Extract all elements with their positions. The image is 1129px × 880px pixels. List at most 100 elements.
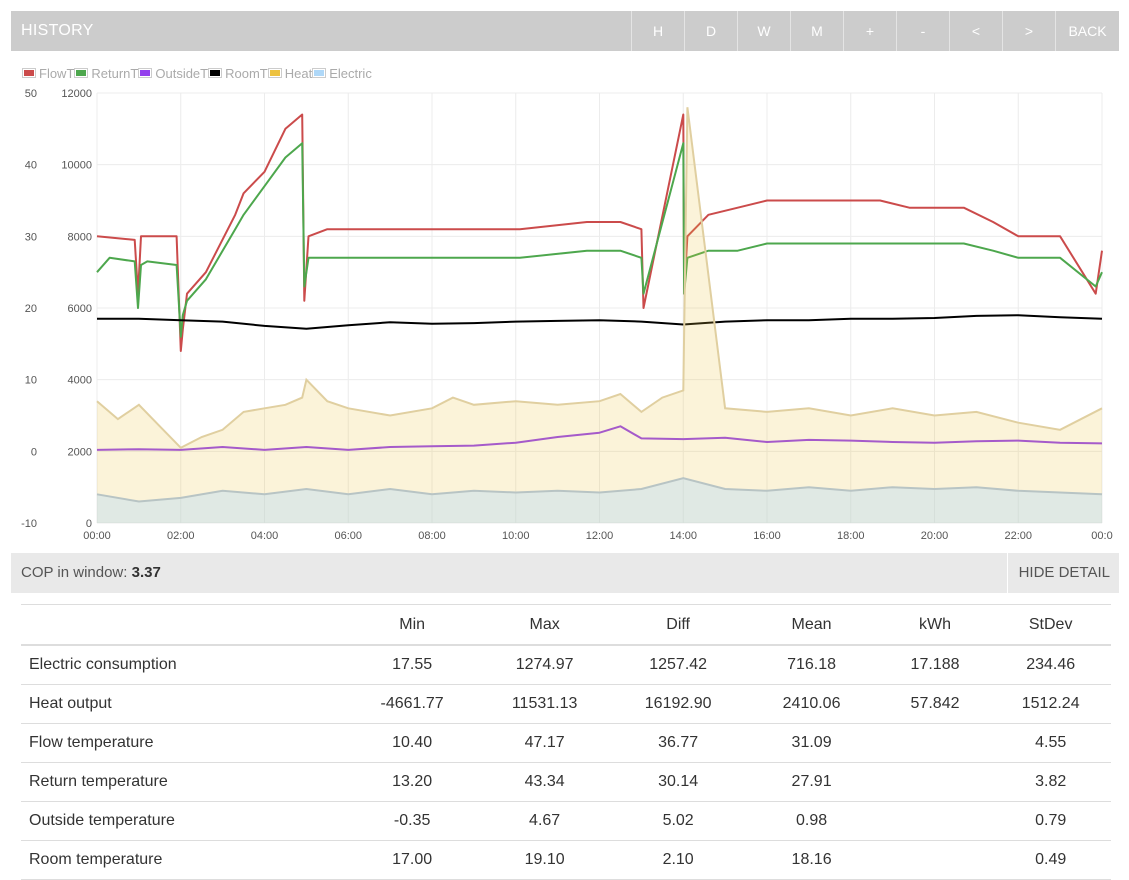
row-label: Return temperature xyxy=(21,762,348,802)
pan-right-button[interactable]: > xyxy=(1002,11,1055,51)
table-cell xyxy=(879,840,991,880)
x-tick-label: 08:00 xyxy=(418,530,446,542)
y-right-tick-label: 12000 xyxy=(61,88,92,100)
legend-item-electric[interactable]: Electric xyxy=(312,66,372,81)
zoom-in-button[interactable]: + xyxy=(843,11,896,51)
y-right-tick-label: 10000 xyxy=(61,160,92,172)
legend-label: ReturnT xyxy=(91,65,139,81)
table-cell: 4.55 xyxy=(990,723,1111,763)
hour-button[interactable]: H xyxy=(631,11,684,51)
x-tick-label: 02:00 xyxy=(167,530,195,542)
table-cell: 18.16 xyxy=(743,840,880,880)
table-cell: 2.10 xyxy=(612,840,744,880)
legend-label: Heat xyxy=(284,65,313,81)
table-row: Flow temperature 10.40 47.17 36.77 31.09 4.55 xyxy=(21,723,1111,763)
column-header-min: Min xyxy=(347,604,477,646)
y-left-tick-label: 30 xyxy=(25,231,37,243)
x-tick-label: 12:00 xyxy=(586,530,614,542)
legend-item-heat[interactable]: Heat xyxy=(267,65,313,81)
table-cell: 43.34 xyxy=(476,762,613,802)
table-cell: 13.20 xyxy=(347,762,477,802)
legend-swatch xyxy=(138,68,153,78)
history-chart[interactable]: 50 40 30 20 10 0 -10 12000 10000 8000 6000 4000 2000… xyxy=(11,85,1119,547)
month-button[interactable]: M xyxy=(790,11,843,51)
table-cell: 1512.24 xyxy=(990,684,1111,724)
y-right-tick-label: 2000 xyxy=(68,446,92,458)
pan-left-button[interactable]: < xyxy=(949,11,1002,51)
table-cell: 10.40 xyxy=(347,723,477,763)
y-right-tick-label: 0 xyxy=(86,518,92,530)
y-right-tick-label: 6000 xyxy=(68,303,92,315)
table-cell: 17.188 xyxy=(879,645,991,685)
y-left-tick-label: 10 xyxy=(25,375,37,387)
table-cell: 4.67 xyxy=(476,801,613,841)
table-cell: 1274.97 xyxy=(476,645,613,685)
table-cell xyxy=(879,723,991,763)
y-left-tick-label: 0 xyxy=(31,446,37,458)
hide-detail-button[interactable]: HIDE DETAIL xyxy=(1006,553,1119,593)
table-cell: 0.79 xyxy=(990,801,1111,841)
table-cell: 1257.42 xyxy=(612,645,744,685)
column-header-stdev: StDev xyxy=(990,604,1111,646)
cop-readout: COP in window: 3.37 xyxy=(21,553,161,593)
y-right-tick-label: 4000 xyxy=(68,375,92,387)
table-cell: 17.00 xyxy=(347,840,477,880)
table-row: Return temperature 13.20 43.34 30.14 27.91 3.… xyxy=(21,762,1111,802)
heat-series-area xyxy=(97,107,1102,524)
legend-item-flowt[interactable]: FlowT xyxy=(22,66,74,81)
row-label: Electric consumption xyxy=(21,645,348,685)
y-left-tick-label: -10 xyxy=(21,518,37,530)
back-button[interactable]: BACK xyxy=(1055,11,1119,51)
row-label: Room temperature xyxy=(21,840,348,880)
x-tick-label: 04:00 xyxy=(251,530,279,542)
week-button[interactable]: W xyxy=(737,11,790,51)
table-cell: 5.02 xyxy=(612,801,744,841)
flowt-series-line xyxy=(96,113,1103,352)
legend-label: OutsideT xyxy=(155,65,209,81)
legend-swatch xyxy=(208,68,223,78)
table-cell xyxy=(879,801,991,841)
column-header-mean: Mean xyxy=(743,604,880,646)
legend-item-returnt[interactable]: ReturnT xyxy=(74,66,138,81)
legend-swatch xyxy=(267,68,282,78)
x-tick-label: 00:0 xyxy=(1091,530,1112,542)
legend-label: Electric xyxy=(329,65,372,81)
x-tick-label: 16:00 xyxy=(753,530,781,542)
table-cell: 0.49 xyxy=(990,840,1111,880)
column-header xyxy=(21,604,348,646)
table-cell: 2410.06 xyxy=(743,684,880,724)
table-header-row: Min Max Diff Mean kWh StDev xyxy=(21,604,1111,646)
y-left-tick-label: 40 xyxy=(25,160,37,172)
table-cell: 57.842 xyxy=(879,684,991,724)
cop-label: COP in window: xyxy=(21,564,128,581)
x-tick-label: 22:00 xyxy=(1004,530,1032,542)
table-row: Electric consumption 17.55 1274.97 1257.42 7… xyxy=(21,645,1111,685)
table-cell: 0.98 xyxy=(743,801,880,841)
outsidet-series-line xyxy=(96,425,1103,451)
table-cell: 31.09 xyxy=(743,723,880,763)
zoom-out-button[interactable]: - xyxy=(896,11,949,51)
table-cell: -0.35 xyxy=(347,801,477,841)
page-title: HISTORY xyxy=(21,22,94,39)
table-cell: 716.18 xyxy=(743,645,880,685)
electric-series-area xyxy=(97,478,1102,523)
row-label: Outside temperature xyxy=(21,801,348,841)
returnt-series-line xyxy=(96,142,1103,338)
x-tick-label: 20:00 xyxy=(921,530,949,542)
table-row: Outside temperature -0.35 4.67 5.02 0.98 0.79 xyxy=(21,801,1111,841)
table-cell: 19.10 xyxy=(476,840,613,880)
day-button[interactable]: D xyxy=(684,11,737,51)
legend-item-roomt[interactable]: RoomT xyxy=(208,66,268,81)
table-cell: 16192.90 xyxy=(612,684,744,724)
table-cell: -4661.77 xyxy=(347,684,477,724)
table-cell: 47.17 xyxy=(476,723,613,763)
roomt-series-line xyxy=(97,314,1103,330)
history-toolbar: HISTORY H D W M + - < > BACK xyxy=(11,11,1119,51)
y-left-tick-label: 20 xyxy=(25,303,37,315)
x-tick-label: 10:00 xyxy=(502,530,530,542)
y-right-tick-label: 8000 xyxy=(68,231,92,243)
table-cell: 36.77 xyxy=(612,723,744,763)
table-cell: 27.91 xyxy=(743,762,880,802)
stats-table: Min Max Diff Mean kWh StDev Electric con… xyxy=(21,604,1111,880)
legend-item-outsidet[interactable]: OutsideT xyxy=(138,66,208,81)
